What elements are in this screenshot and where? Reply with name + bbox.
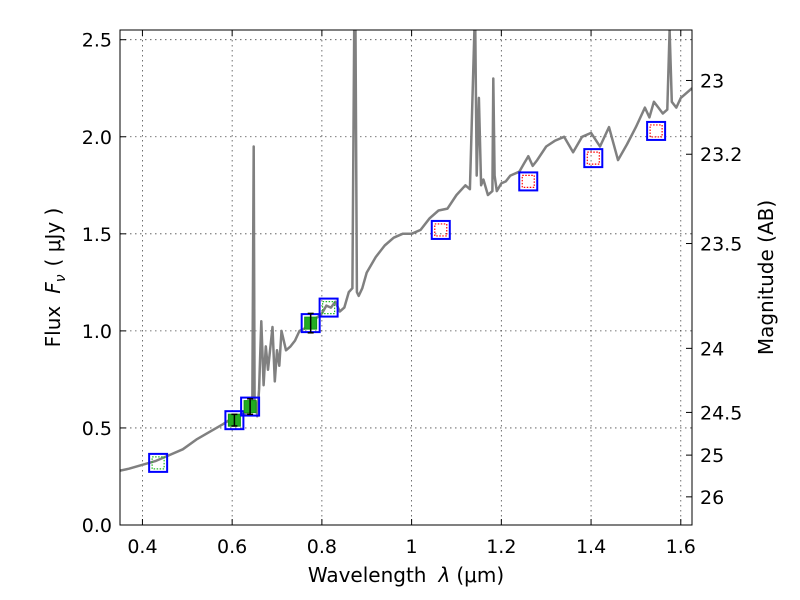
plot-frame [119, 29, 693, 526]
x-tick-label: 0.6 [217, 536, 247, 558]
point-marker [521, 174, 535, 189]
photometry-point [583, 148, 604, 169]
y2-axis-label: Magnitude (AB) [754, 200, 778, 355]
point-box [224, 410, 245, 431]
point-box [583, 148, 604, 169]
y-tick-label: 2.5 [82, 30, 112, 52]
photometry-point [518, 171, 539, 192]
photometry-point [318, 297, 339, 318]
photometry-point [148, 452, 169, 473]
y2-tick-label: 26 [700, 487, 724, 509]
spectrum-series [120, 30, 692, 472]
y-axis-label: FluxFν( μJy ) [41, 208, 69, 348]
y2-tick-label: 23.5 [700, 234, 742, 256]
axis-ticks: 0.4 0.6 0.8 1 1.2 1.4 1.6 0.0 0.5 1.0 1.5 2.0 2.5 23 2… [82, 30, 743, 558]
x-tick-label: 0.8 [307, 536, 337, 558]
point-box [148, 452, 169, 473]
y2-tick-label: 25 [700, 445, 724, 467]
y2-tick-label: 23 [700, 70, 724, 92]
point-box [646, 120, 667, 141]
y2-tick-label: 23.2 [700, 144, 742, 166]
point-marker [434, 223, 448, 237]
point-box [430, 219, 451, 240]
point-marker [649, 124, 663, 138]
y2-tick-label: 24 [700, 338, 724, 360]
x-tick-label: 1 [406, 536, 418, 558]
y-tick-label: 2.0 [82, 127, 112, 149]
y-tick-label: 1.5 [82, 224, 112, 246]
x-axis-label: Wavelength λ (μm) [308, 563, 504, 587]
y2-tick-label: 24.5 [700, 402, 742, 424]
x-tick-label: 0.4 [127, 536, 157, 558]
grid [120, 30, 692, 526]
photometry-point [240, 396, 261, 417]
point-box [318, 297, 339, 318]
y-tick-label: 0.5 [82, 418, 112, 440]
x-tick-label: 1.4 [576, 536, 606, 558]
spectrum-line [120, 30, 692, 472]
point-marker [151, 456, 165, 470]
point-marker [322, 300, 336, 315]
point-box [518, 171, 539, 192]
point-marker [586, 151, 600, 165]
photometry-point [224, 410, 245, 431]
point-box [240, 396, 261, 417]
y-tick-label: 1.0 [82, 321, 112, 343]
photometry-point [300, 312, 321, 334]
photometry-point [430, 219, 451, 240]
photometry-points [148, 120, 667, 473]
x-tick-label: 1.2 [486, 536, 516, 558]
x-tick-label: 1.6 [666, 536, 696, 558]
photometry-point [646, 120, 667, 141]
y-tick-label: 0.0 [82, 515, 112, 537]
